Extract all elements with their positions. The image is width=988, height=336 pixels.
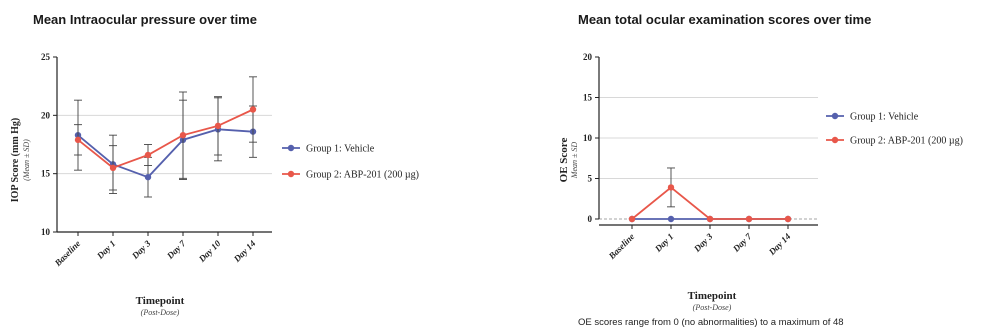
oe-x-tick-label-1: Day 1: [652, 231, 675, 254]
iop-series-0: [74, 97, 257, 198]
iop-data-point-1-4: [214, 122, 222, 130]
iop-y-tick-label-1: 15: [41, 169, 51, 179]
iop-y-axis-label: IOP Score (mm Hg): [10, 118, 21, 203]
oe-data-point-1-0: [628, 215, 636, 223]
oe-data-point-1-2: [706, 215, 714, 223]
oe-score-footnote: OE scores range from 0 (no abnormalities…: [578, 317, 844, 328]
oe-y-tick-label-3: 15: [583, 93, 593, 103]
oe-y-tick-label-0: 0: [588, 214, 593, 224]
iop-x-tick-label-4: Day 10: [196, 238, 223, 265]
oe-legend: Group 1: Vehicle Group 2: ABP-201 (200 µg…: [826, 112, 963, 147]
oe-chart-title: Mean total ocular examination scores ove…: [578, 12, 871, 27]
oe-legend-marker-1: [831, 136, 839, 144]
iop-x-axis-sublabel: (Post-Dose): [141, 308, 180, 317]
iop-x-tick-label-3: Day 7: [164, 238, 188, 262]
oe-legend-label-1: Group 2: ABP-201 (200 µg): [850, 136, 963, 147]
oe-y-tick-label-4: 20: [583, 52, 593, 62]
iop-x-tick-label-5: Day 14: [231, 238, 258, 265]
iop-x-tick-label-1: Day 1: [94, 238, 117, 261]
iop-y-axis-sublabel: (Mean ± SD): [22, 139, 31, 181]
iop-x-axis-label: Timepoint: [136, 295, 185, 307]
iop-x-tick-label-2: Day 3: [129, 238, 153, 262]
iop-data-point-1-5: [249, 106, 257, 113]
iop-chart: Mean Intraocular pressure over time IOP …: [10, 12, 419, 317]
iop-legend-marker-0: [287, 144, 295, 152]
oe-y-axis-label: OE Score: [558, 138, 570, 183]
oe-series-1: [628, 167, 792, 223]
iop-chart-title: Mean Intraocular pressure over time: [33, 12, 257, 27]
oe-chart: Mean total ocular examination scores ove…: [558, 12, 963, 328]
iop-y-tick-label-0: 10: [41, 227, 51, 237]
iop-legend-label-1: Group 2: ABP-201 (200 µg): [306, 170, 419, 181]
iop-series-line-0: [77, 128, 254, 179]
iop-series-1: [74, 76, 257, 191]
iop-series-line-1: [77, 108, 254, 169]
oe-x-tick-label-3: Day 7: [730, 231, 754, 255]
oe-x-tick-label-4: Day 14: [766, 231, 793, 258]
iop-legend-label-0: Group 1: Vehicle: [306, 144, 375, 155]
iop-legend: Group 1: Vehicle Group 2: ABP-201 (200 µg…: [282, 144, 419, 181]
oe-x-tick-label-2: Day 3: [691, 231, 715, 255]
iop-data-point-1-0: [74, 136, 82, 144]
oe-data-point-1-1: [667, 184, 675, 191]
oe-legend-marker-0: [831, 112, 839, 120]
oe-data-point-0-1: [667, 215, 675, 223]
oe-series-line-1: [631, 186, 788, 220]
oe-x-tick-label-0: Baseline: [606, 231, 636, 261]
oe-data-point-1-3: [745, 215, 753, 223]
oe-x-axis-sublabel: (Post-Dose): [693, 303, 732, 312]
iop-y-tick-label-2: 20: [41, 110, 51, 120]
iop-data-point-1-1: [109, 164, 117, 172]
oe-x-axis-label: Timepoint: [688, 290, 737, 302]
iop-data-point-1-2: [144, 151, 152, 159]
iop-legend-marker-1: [287, 170, 295, 178]
oe-y-axis-sublabel: Mean ± SD: [570, 142, 579, 180]
iop-data-point-0-2: [144, 173, 152, 181]
iop-y-tick-label-3: 25: [41, 52, 51, 62]
iop-data-point-1-3: [179, 131, 187, 139]
oe-data-point-1-4: [784, 215, 792, 223]
oe-y-tick-label-1: 5: [588, 174, 593, 184]
iop-x-tick-label-0: Baseline: [52, 238, 82, 268]
oe-legend-label-0: Group 1: Vehicle: [850, 112, 919, 123]
oe-y-tick-label-2: 10: [583, 133, 593, 143]
